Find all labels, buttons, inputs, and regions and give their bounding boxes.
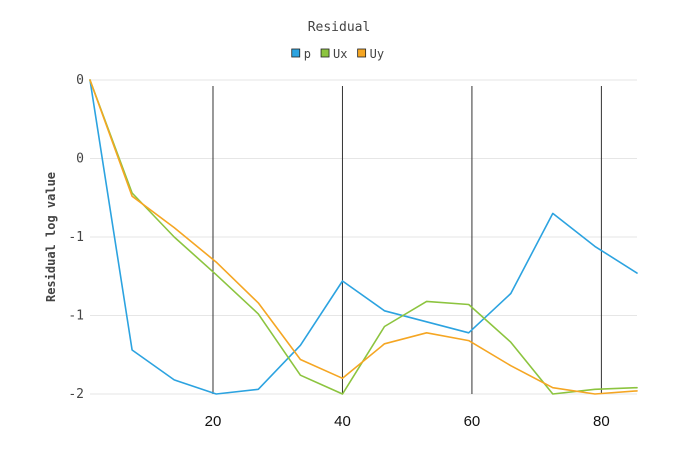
series-line-p	[89, 79, 638, 395]
y-axis-label: Residual log value	[44, 172, 58, 302]
series-line-uy	[89, 79, 638, 395]
x-tick-label: 20	[205, 413, 222, 430]
legend-item-ux[interactable]: Ux	[320, 47, 348, 61]
legend-label: p	[304, 47, 311, 61]
y-tick-label: -2	[68, 387, 84, 402]
x-tick-label: 80	[593, 413, 610, 430]
legend-label: Ux	[333, 47, 347, 61]
x-tick-label: 60	[464, 413, 481, 430]
vertical-gridlines	[212, 86, 602, 394]
series-lines	[89, 79, 638, 395]
y-tick-label: 0	[76, 73, 84, 88]
legend-swatch	[291, 48, 301, 58]
legend-label: Uy	[370, 47, 384, 61]
legend-swatch	[357, 48, 367, 58]
y-tick-label: 0	[76, 152, 84, 167]
y-tick-label: -1	[68, 309, 84, 324]
chart-title: Residual	[308, 20, 371, 35]
horizontal-gridlines	[90, 79, 637, 395]
x-tick-label: 40	[334, 413, 351, 430]
legend[interactable]: p Ux Uy	[291, 47, 384, 61]
legend-item-uy[interactable]: Uy	[357, 47, 384, 61]
legend-swatch	[320, 48, 330, 58]
y-tick-label: -1	[68, 230, 84, 245]
legend-item-p[interactable]: p	[291, 47, 311, 61]
x-axis-ticks: 20 40 60 80	[205, 413, 610, 430]
y-axis-ticks: 0 0 -1 -1 -2	[68, 73, 84, 402]
